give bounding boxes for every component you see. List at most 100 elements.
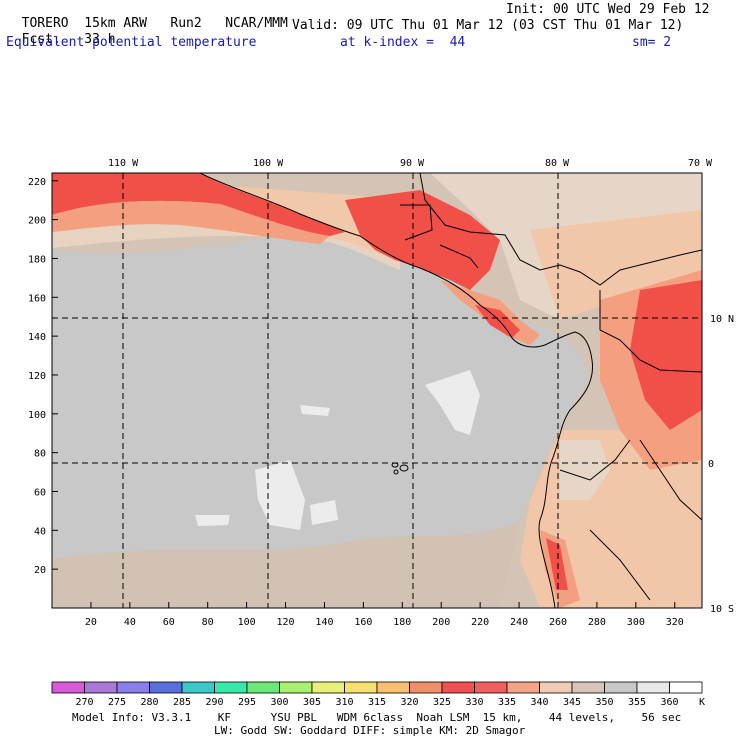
ecuador-pale <box>560 440 610 500</box>
colorbar-label: 310 <box>335 697 353 708</box>
x-tick-label: 60 <box>163 617 175 628</box>
valid-time: Valid: 09 UTC Thu 01 Mar 12 (03 CST Thu … <box>292 18 684 33</box>
border-5 <box>559 439 631 481</box>
colorbar-label: 300 <box>270 697 288 708</box>
colorbar-swatch <box>669 681 703 694</box>
white-patch-5 <box>300 405 330 416</box>
galapagos-3 <box>393 469 399 475</box>
colorbar-label: 350 <box>595 697 613 708</box>
fcst-line: Fcst. 33 h <box>6 19 116 47</box>
white-patch-1 <box>425 370 480 435</box>
x-tick-label: 40 <box>124 617 136 628</box>
x-tick-label: 300 <box>627 617 645 628</box>
header-line-1: TORERO 15km ARW Run2 NCAR/MMM <box>6 3 288 31</box>
lat-lon-grid <box>52 173 702 608</box>
model-name: TORERO <box>21 16 69 31</box>
x-tick-label: 140 <box>315 617 333 628</box>
y-tick-label: 80 <box>34 449 46 460</box>
lon-label: 110 W <box>108 158 139 169</box>
physics-info: LW: Godd SW: Goddard DIFF: simple KM: 2D… <box>214 724 526 737</box>
lon-label: 90 W <box>400 158 425 169</box>
colorbar-label: 340 <box>530 697 548 708</box>
colorbar-swatch <box>149 681 183 694</box>
colorbar-label: 355 <box>628 697 646 708</box>
colorbar-label: 305 <box>303 697 321 708</box>
y-tick-label: 20 <box>34 565 46 576</box>
colorbar-swatch <box>344 681 378 694</box>
colorbar-swatch <box>246 681 280 694</box>
colorbar-label: 330 <box>465 697 483 708</box>
map-frame <box>51 172 703 609</box>
x-tick-label: 120 <box>277 617 295 628</box>
y-tick-label: 40 <box>34 526 46 537</box>
y-tick-label: 200 <box>28 216 46 227</box>
run-label: Run2 <box>170 16 202 31</box>
temperature-field <box>52 173 702 608</box>
top-longitude-labels: 110 W 100 W 90 W 80 W 70 W <box>108 158 713 169</box>
x-tick-label: 20 <box>85 617 97 628</box>
x-tick-label: 180 <box>393 617 411 628</box>
lon-label: 70 W <box>688 158 713 169</box>
colorbar-swatch <box>311 681 345 694</box>
y-tick-label: 160 <box>28 293 46 304</box>
caribbean-warm-strip <box>530 210 702 320</box>
colorbar-swatch <box>636 681 670 694</box>
ocean-cool-region <box>52 226 590 608</box>
smoothing: sm= 2 <box>632 35 672 50</box>
coastlines <box>199 173 702 608</box>
fcst-value: 33 h <box>84 32 116 47</box>
model-info: Model Info: V3.3.1 KF YSU PBL WDM 6class… <box>72 711 682 724</box>
field-name: Equivalent potential temperature <box>6 35 257 50</box>
colorbar-swatch <box>84 681 118 694</box>
white-patch-3 <box>195 515 230 526</box>
yucatan-coastline <box>419 173 702 286</box>
colorbar-swatch <box>181 681 215 694</box>
border-2 <box>439 244 479 269</box>
model-resolution: 15km ARW <box>84 16 147 31</box>
colorbar-swatch <box>214 681 248 694</box>
peru-coast-hot <box>546 538 568 590</box>
x-tick-label: 100 <box>238 617 256 628</box>
x-tick-label: 80 <box>202 617 214 628</box>
y-tick-label: 60 <box>34 487 46 498</box>
init-time: Init: 00 UTC Wed 29 Feb 12 <box>506 2 710 17</box>
colorbar-swatch <box>409 681 443 694</box>
x-tick-label: 280 <box>588 617 606 628</box>
k-index: at k-index = 44 <box>340 35 466 50</box>
costa-rica-hot <box>475 305 520 338</box>
colorbar-unit: K <box>699 697 705 708</box>
border-4 <box>639 439 702 521</box>
fcst-label: Fcst. <box>21 32 61 47</box>
colorbar-label: 345 <box>563 697 581 708</box>
lat-label: 10 S <box>710 604 734 615</box>
colorbar: 270 275 280 285 290 295 300 305 310 315 320 325 330 3… <box>51 681 705 708</box>
colorbar-swatch <box>506 681 540 694</box>
org-label: NCAR/MMM <box>225 16 288 31</box>
border-1 <box>400 204 433 241</box>
x-tick-label: 320 <box>666 617 684 628</box>
left-y-axis: 20 40 60 80 100 120 140 160 180 200 220 <box>28 177 58 576</box>
y-tick-label: 220 <box>28 177 46 188</box>
colorbar-swatch <box>376 681 410 694</box>
colorbar-label: 280 <box>140 697 158 708</box>
x-tick-label: 160 <box>354 617 372 628</box>
colorbar-swatch <box>441 681 475 694</box>
central-america-hot <box>345 190 500 290</box>
colorbar-swatch <box>604 681 638 694</box>
colorbar-swatch <box>279 681 313 694</box>
border-6 <box>589 529 651 601</box>
y-tick-label: 120 <box>28 371 46 382</box>
colorbar-swatch <box>116 681 150 694</box>
lat-label: 10 N <box>710 314 734 325</box>
mexico-coast-mid <box>52 200 330 244</box>
colorbar-label: 325 <box>433 697 451 708</box>
colorbar-label: 335 <box>498 697 516 708</box>
border-3 <box>599 290 702 373</box>
southern-brown-band <box>52 520 520 608</box>
colorbar-label: 315 <box>368 697 386 708</box>
bottom-x-axis: 20 40 60 80 100 120 140 160 180 200 220 240 260 280 30… <box>85 602 684 628</box>
colorbar-swatch <box>539 681 573 694</box>
x-tick-label: 260 <box>549 617 567 628</box>
colorbar-label: 360 <box>660 697 678 708</box>
